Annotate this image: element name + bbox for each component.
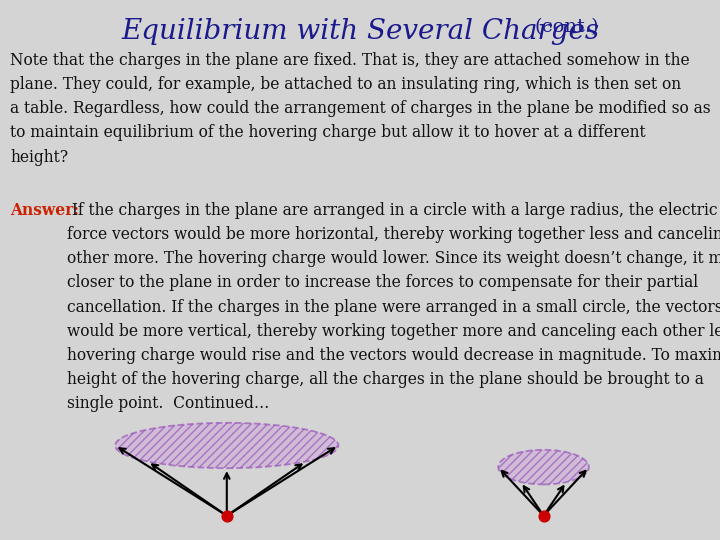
Text: Note that the charges in the plane are fixed. That is, they are attached somehow: Note that the charges in the plane are f… [10,52,711,166]
Point [221,511,233,520]
Text: (cont.): (cont.) [535,18,600,36]
Point [538,511,549,520]
Text: Answer:: Answer: [10,202,79,219]
Ellipse shape [498,450,589,484]
Text: If the charges in the plane are arranged in a circle with a large radius, the el: If the charges in the plane are arranged… [67,202,720,412]
Text: Equilibrium with Several Charges: Equilibrium with Several Charges [121,18,599,45]
Ellipse shape [115,423,338,468]
